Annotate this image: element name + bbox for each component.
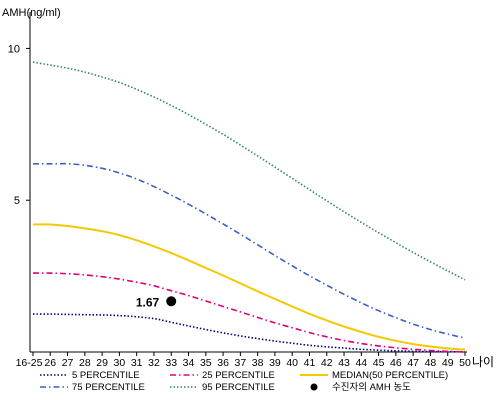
legend-label: 5 PERCENTILE [72, 370, 140, 381]
x-tick-label: 34 [183, 357, 195, 369]
x-tick-label: 44 [355, 357, 367, 369]
x-tick-label: 28 [79, 357, 91, 369]
chart-marker: 1.67 [136, 295, 177, 309]
x-tick-label: 43 [338, 357, 350, 369]
series-line-median-50-percentile [32, 223, 466, 351]
series-line-75-percentile [33, 162, 466, 339]
x-tick-label: 29 [96, 357, 108, 369]
x-tick-label: 42 [321, 357, 333, 369]
x-tick-label: 37 [235, 357, 247, 369]
x-tick-label: 38 [252, 357, 264, 369]
series-line-25-percentile [32, 272, 466, 353]
x-tick-label: 33 [165, 357, 177, 369]
legend-label: 수진자의 AMH 농도 [332, 382, 411, 393]
chart-legend: 5 PERCENTILE 25 PERCENTILE MEDIAN(50 PERCE… [40, 370, 448, 393]
series-line-95-percentile [32, 61, 466, 281]
x-tick-label: 45 [373, 357, 385, 369]
x-tick-label: 30 [114, 357, 126, 369]
x-tick-label: 36 [217, 357, 229, 369]
x-tick-label: 46 [390, 357, 402, 369]
x-tick-label: 47 [407, 357, 419, 369]
x-tick-label: 40 [286, 357, 298, 369]
patient-amh-point [166, 296, 177, 307]
x-tick-label: 48 [425, 357, 437, 369]
x-tick-label: 50 [459, 357, 471, 369]
x-tick-label: 49 [442, 357, 454, 369]
series-line-5-percentile [32, 313, 466, 353]
x-tick-label: 39 [269, 357, 281, 369]
chart-series-lines [32, 61, 466, 353]
x-tick-label: 35 [200, 357, 212, 369]
legend-label: 25 PERCENTILE [202, 370, 275, 381]
legend-label: 75 PERCENTILE [72, 382, 145, 393]
x-axis-label: 나이 [472, 355, 494, 369]
y-axis-label: AMH(ng/ml) [2, 7, 61, 19]
y-tick-label: 5 [14, 195, 20, 207]
legend-label: MEDIAN(50 PERCENTILE) [332, 370, 448, 381]
y-tick-label: 10 [8, 43, 20, 55]
x-tick-label: 16-25 [16, 357, 43, 369]
x-tick-label: 32 [148, 357, 160, 369]
chart-axes: 5 10 16-25 26 27 28 29 30 31 32 33 34 35 36 37 38 39 40 41… [8, 12, 471, 369]
x-tick-label: 26 [44, 357, 56, 369]
x-tick-label: 41 [304, 357, 316, 369]
legend-label: 95 PERCENTILE [202, 382, 275, 393]
patient-amh-value-label: 1.67 [136, 295, 160, 309]
legend-marker-swatch [310, 383, 318, 391]
x-tick-label: 31 [131, 357, 143, 369]
x-tick-label: 27 [62, 357, 74, 369]
